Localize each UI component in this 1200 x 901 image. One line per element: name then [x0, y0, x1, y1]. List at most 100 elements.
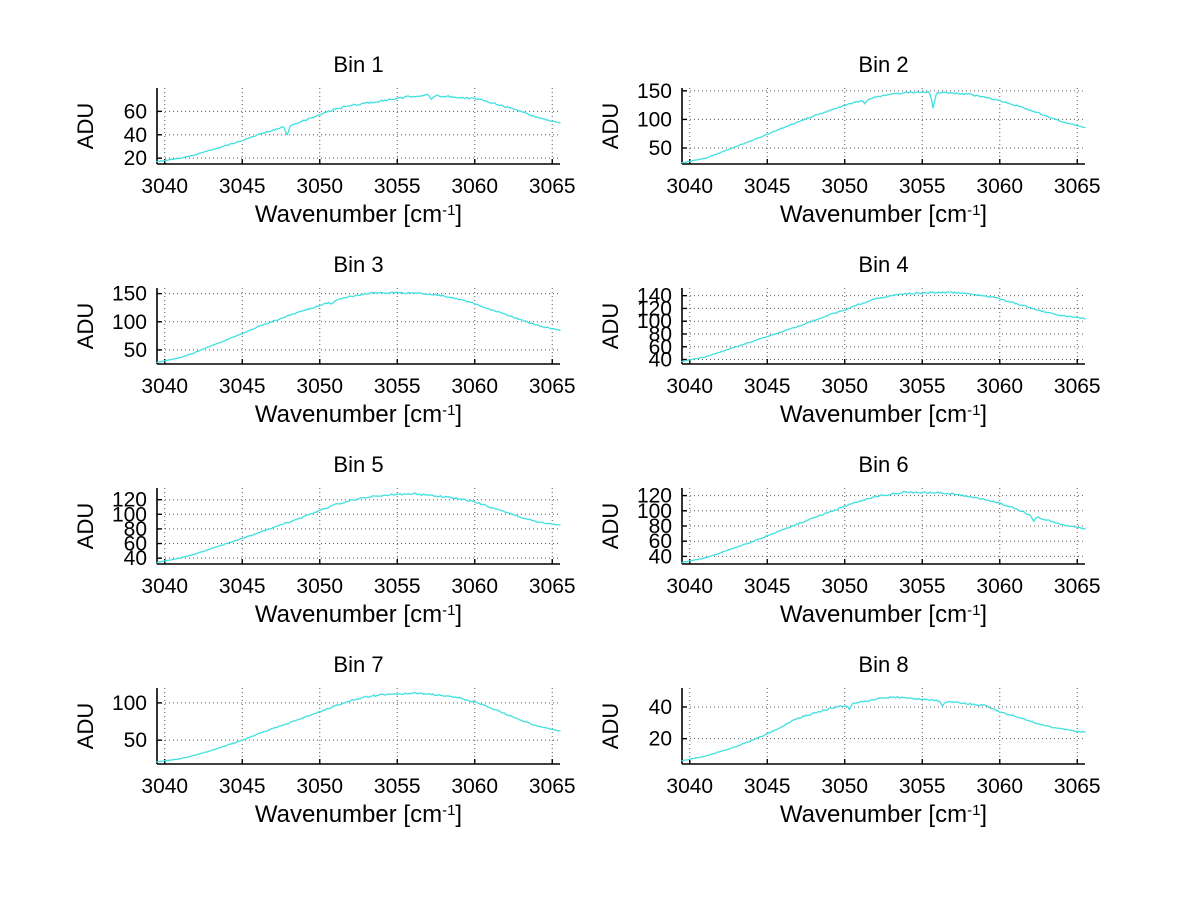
y-tick-label: 40 — [649, 696, 672, 719]
y-tick-label: 40 — [124, 124, 147, 147]
subplot-title: Bin 1 — [333, 52, 384, 77]
spectrum-line — [156, 492, 561, 564]
x-tick-label: 3055 — [374, 175, 421, 198]
x-tick-label: 3045 — [219, 375, 266, 398]
spectrum-line — [681, 90, 1086, 164]
x-tick-label: 3040 — [141, 775, 188, 798]
spectrum-line — [156, 93, 561, 163]
x-tick-label: 3060 — [976, 775, 1023, 798]
x-tick-label: 3055 — [374, 375, 421, 398]
x-tick-label: 3050 — [821, 375, 868, 398]
y-tick-label: 100 — [112, 503, 147, 526]
x-tick-label: 3045 — [219, 775, 266, 798]
y-tick-label: 60 — [649, 336, 672, 359]
x-tick-label: 3040 — [141, 375, 188, 398]
x-tick-label: 3040 — [666, 575, 713, 598]
x-tick-label: 3060 — [451, 775, 498, 798]
x-tick-label: 3065 — [529, 175, 576, 198]
y-tick-label: 40 — [124, 547, 147, 570]
y-tick-label: 50 — [124, 339, 147, 362]
x-tick-label: 3050 — [296, 375, 343, 398]
x-tick-label: 3060 — [976, 175, 1023, 198]
x-axis-label: Wavenumber [cm-1] — [254, 201, 463, 228]
x-tick-label: 3045 — [219, 175, 266, 198]
y-tick-label: 100 — [112, 311, 147, 334]
y-tick-label: 100 — [112, 692, 147, 715]
x-tick-label: 3065 — [1054, 375, 1101, 398]
y-tick-label: 150 — [637, 80, 672, 103]
plot-area: 3040 3045 3050 3055 3060 3065 50 100 150 — [112, 283, 576, 398]
x-tick-label: 3055 — [899, 775, 946, 798]
x-tick-label: 3060 — [976, 575, 1023, 598]
x-tick-label: 3050 — [296, 575, 343, 598]
spectrum-line — [156, 291, 561, 363]
x-tick-label: 3055 — [899, 375, 946, 398]
plot-area: 3040 3045 3050 3055 3060 3065 20 40 — [649, 688, 1101, 798]
x-tick-label: 3065 — [1054, 575, 1101, 598]
y-tick-label: 50 — [649, 137, 672, 160]
x-tick-label: 3060 — [451, 175, 498, 198]
x-tick-label: 3050 — [821, 575, 868, 598]
y-tick-label: 100 — [637, 500, 672, 523]
subplot-bin-3: Bin 3 ADU 3040 3045 3050 3055 3060 3065 50 100 1… — [60, 240, 585, 440]
x-tick-label: 3045 — [744, 175, 791, 198]
y-tick-label: 20 — [649, 728, 672, 751]
x-axis-label: Wavenumber [cm-1] — [779, 401, 988, 428]
spectrum-line — [681, 291, 1086, 363]
x-tick-label: 3050 — [821, 175, 868, 198]
x-tick-label: 3040 — [141, 575, 188, 598]
y-tick-label: 80 — [649, 323, 672, 346]
y-tick-label: 60 — [124, 533, 147, 556]
x-tick-label: 3060 — [976, 375, 1023, 398]
x-tick-label: 3045 — [744, 375, 791, 398]
x-axis-label: Wavenumber [cm-1] — [779, 801, 988, 828]
x-axis-label: Wavenumber [cm-1] — [254, 601, 463, 628]
x-tick-label: 3040 — [666, 175, 713, 198]
subplot-bin-7: Bin 7 ADU 3040 3045 3050 3055 3060 3065 50 100 … — [60, 640, 585, 840]
subplot-bin-2: Bin 2 ADU 3040 3045 3050 3055 3060 3065 50 100 1… — [585, 40, 1110, 240]
x-tick-label: 3065 — [1054, 175, 1101, 198]
x-tick-label: 3040 — [666, 775, 713, 798]
subplot-title: Bin 5 — [333, 452, 384, 477]
y-tick-label: 60 — [649, 530, 672, 553]
y-tick-label: 40 — [649, 545, 672, 568]
subplot-title: Bin 4 — [858, 252, 909, 277]
x-tick-label: 3055 — [374, 775, 421, 798]
x-tick-label: 3065 — [529, 775, 576, 798]
subplot-title: Bin 8 — [858, 652, 909, 677]
plot-area: 3040 3045 3050 3055 3060 3065 50 100 — [112, 688, 576, 798]
x-tick-label: 3050 — [821, 775, 868, 798]
spectrum-line — [681, 490, 1086, 564]
x-tick-label: 3050 — [296, 775, 343, 798]
y-tick-label: 40 — [649, 349, 672, 372]
x-axis-label: Wavenumber [cm-1] — [254, 801, 463, 828]
plot-area: 3040 3045 3050 3055 3060 3065 50 100 150 — [637, 80, 1101, 198]
x-tick-label: 3055 — [899, 575, 946, 598]
x-tick-label: 3055 — [899, 175, 946, 198]
x-tick-label: 3055 — [374, 575, 421, 598]
spectrum-line — [681, 695, 1086, 762]
x-tick-label: 3065 — [529, 575, 576, 598]
y-tick-label: 120 — [112, 489, 147, 512]
subplot-bin-8: Bin 8 ADU 3040 3045 3050 3055 3060 3065 20 40 W… — [585, 640, 1110, 840]
x-axis-label: Wavenumber [cm-1] — [254, 401, 463, 428]
x-tick-label: 3065 — [529, 375, 576, 398]
x-axis-label: Wavenumber [cm-1] — [779, 201, 988, 228]
y-tick-label: 80 — [649, 515, 672, 538]
y-tick-label: 100 — [637, 310, 672, 333]
y-tick-label: 120 — [637, 485, 672, 508]
y-tick-label: 80 — [124, 518, 147, 541]
y-tick-label: 50 — [124, 729, 147, 752]
y-tick-label: 150 — [112, 283, 147, 306]
x-tick-label: 3045 — [744, 575, 791, 598]
x-tick-label: 3040 — [666, 375, 713, 398]
x-tick-label: 3060 — [451, 575, 498, 598]
x-axis-label: Wavenumber [cm-1] — [779, 601, 988, 628]
subplot-title: Bin 6 — [858, 452, 909, 477]
y-tick-label: 120 — [637, 297, 672, 320]
